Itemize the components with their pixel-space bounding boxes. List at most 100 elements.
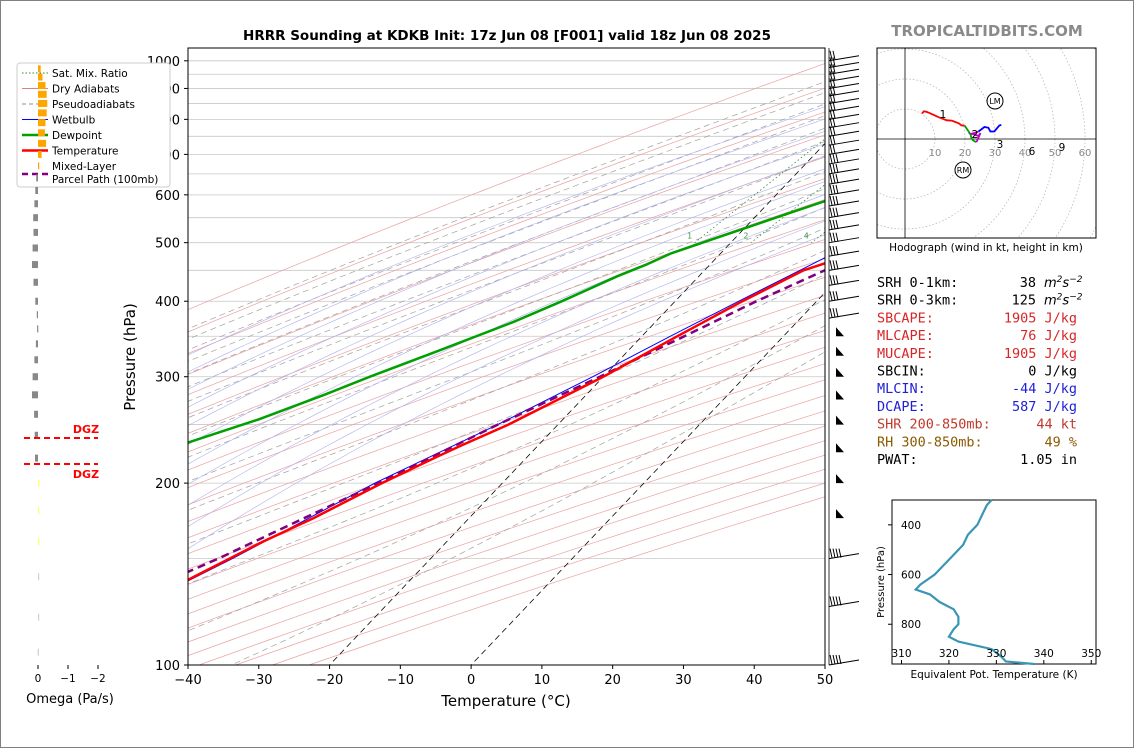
wind-barb bbox=[828, 275, 860, 286]
omega-bar bbox=[38, 150, 42, 158]
wind-barb-tick bbox=[832, 144, 836, 154]
moist-reference-line bbox=[188, 234, 825, 550]
omega-bar bbox=[35, 340, 38, 348]
wind-barb-tick bbox=[832, 207, 836, 217]
wind-barb-staff bbox=[828, 600, 860, 607]
wind-barb-tick bbox=[835, 219, 839, 229]
dry-adiabat-line bbox=[188, 219, 825, 453]
wind-barb-staff bbox=[828, 75, 860, 82]
omega-bar bbox=[38, 82, 46, 90]
param-label: SBCIN: bbox=[877, 364, 926, 380]
theta-e-frame bbox=[891, 499, 1097, 665]
wind-barb-tick bbox=[829, 548, 833, 558]
mixing-ratio-line bbox=[898, 48, 1134, 243]
wind-barb-tick bbox=[829, 308, 833, 318]
omega-bar bbox=[33, 228, 38, 236]
wind-barb-tick bbox=[832, 135, 836, 145]
wind-barb-tick bbox=[832, 275, 836, 285]
wind-barb-staff bbox=[828, 55, 860, 62]
param-label: PWAT: bbox=[877, 452, 918, 468]
wind-barb-tick bbox=[832, 78, 836, 88]
wind-barb bbox=[828, 596, 860, 607]
omega-bar bbox=[37, 648, 39, 656]
omega-bar bbox=[34, 356, 38, 364]
dry-adiabat-line bbox=[188, 410, 825, 629]
skewt-profiles: 64F75F bbox=[188, 199, 825, 582]
param-unit: m2s−2 bbox=[1044, 275, 1083, 291]
wind-barb-staff bbox=[828, 97, 860, 104]
omega-bar bbox=[32, 391, 38, 399]
legend-label: Dewpoint bbox=[52, 130, 102, 142]
wind-barb bbox=[828, 135, 860, 146]
dry-adiabat-line bbox=[188, 63, 825, 311]
wind-barb-tick bbox=[832, 64, 836, 74]
wind-barb-staff bbox=[828, 122, 860, 129]
legend-label: Sat. Mix. Ratio bbox=[52, 68, 128, 80]
wind-barb bbox=[828, 246, 860, 257]
wind-barb-tick bbox=[835, 153, 839, 164]
wind-barb-flag bbox=[836, 415, 844, 425]
omega-tick-label: −1 bbox=[60, 673, 75, 685]
pseudoadiabat-line bbox=[188, 92, 825, 340]
wind-barb-tick bbox=[832, 57, 836, 67]
legend-label: Wetbulb bbox=[52, 115, 96, 127]
dry-adiabat-line bbox=[188, 134, 825, 375]
chart-title: HRRR Sounding at KDKB Init: 17z Jun 08 [… bbox=[243, 28, 771, 44]
wind-barb bbox=[828, 50, 860, 62]
mixing-ratio-label: 4 bbox=[804, 232, 809, 241]
mixing-ratio-label: 2 bbox=[743, 232, 748, 241]
dry-adiabat-line bbox=[188, 258, 825, 488]
moist-reference-line bbox=[188, 143, 825, 408]
wind-barb-tick bbox=[835, 184, 839, 194]
theta-e-x-tick-label: 310 bbox=[891, 648, 911, 660]
param-unit: m2s−2 bbox=[1044, 293, 1083, 309]
pseudoadiabat-line bbox=[188, 81, 825, 330]
wind-barb-tick bbox=[835, 195, 839, 206]
dry-adiabat-line bbox=[188, 295, 825, 522]
wind-barb bbox=[828, 654, 860, 666]
pseudoadiabat-line bbox=[188, 141, 825, 388]
wetbulb-line bbox=[188, 257, 825, 582]
wind-barb-tick bbox=[832, 596, 836, 606]
param-label: SHR 200-850mb: bbox=[877, 417, 991, 433]
wind-barb-tick bbox=[829, 195, 833, 206]
theta-e-y-tick-label: 600 bbox=[901, 570, 921, 582]
omega-bar bbox=[38, 538, 40, 546]
mixing-ratio-label: 6 bbox=[841, 232, 846, 241]
y-tick-label: 200 bbox=[155, 477, 180, 492]
wind-barb bbox=[836, 390, 844, 400]
wind-barb-staff bbox=[828, 168, 860, 175]
x-tick-label: 0 bbox=[467, 673, 475, 688]
moist-reference-line bbox=[188, 181, 825, 465]
wind-barb-staff bbox=[828, 130, 860, 137]
param-value: 587 J/kg bbox=[1012, 399, 1077, 415]
wind-barb-tick bbox=[829, 207, 833, 217]
wind-barb-tick bbox=[838, 596, 842, 606]
wind-barb bbox=[836, 327, 844, 337]
hodograph-trace bbox=[938, 116, 965, 127]
dry-adiabat-line bbox=[188, 363, 825, 585]
mixing-ratio-line bbox=[945, 48, 1134, 243]
wind-barb-tick bbox=[832, 117, 836, 127]
wind-barb bbox=[836, 509, 844, 519]
hodograph-frame bbox=[876, 47, 1097, 239]
wind-barb-tick bbox=[829, 184, 833, 194]
wind-barb bbox=[828, 219, 860, 231]
wind-barb-tick bbox=[832, 184, 836, 194]
wind-barb-tick bbox=[832, 260, 836, 270]
hodograph-height-label: 9 bbox=[1059, 142, 1066, 154]
omega-bar bbox=[38, 109, 47, 117]
param-label: MLCIN: bbox=[877, 381, 926, 397]
mixing-ratio-line bbox=[849, 48, 1107, 243]
hodograph-height-label: 2 bbox=[972, 129, 979, 141]
wind-barbs bbox=[828, 48, 860, 666]
wind-barb bbox=[836, 474, 844, 484]
wind-barb bbox=[828, 308, 860, 319]
wind-barb bbox=[828, 78, 860, 89]
wind-barb-flag bbox=[836, 346, 844, 356]
wind-barb bbox=[836, 415, 844, 425]
wind-barb-staff bbox=[828, 113, 860, 120]
